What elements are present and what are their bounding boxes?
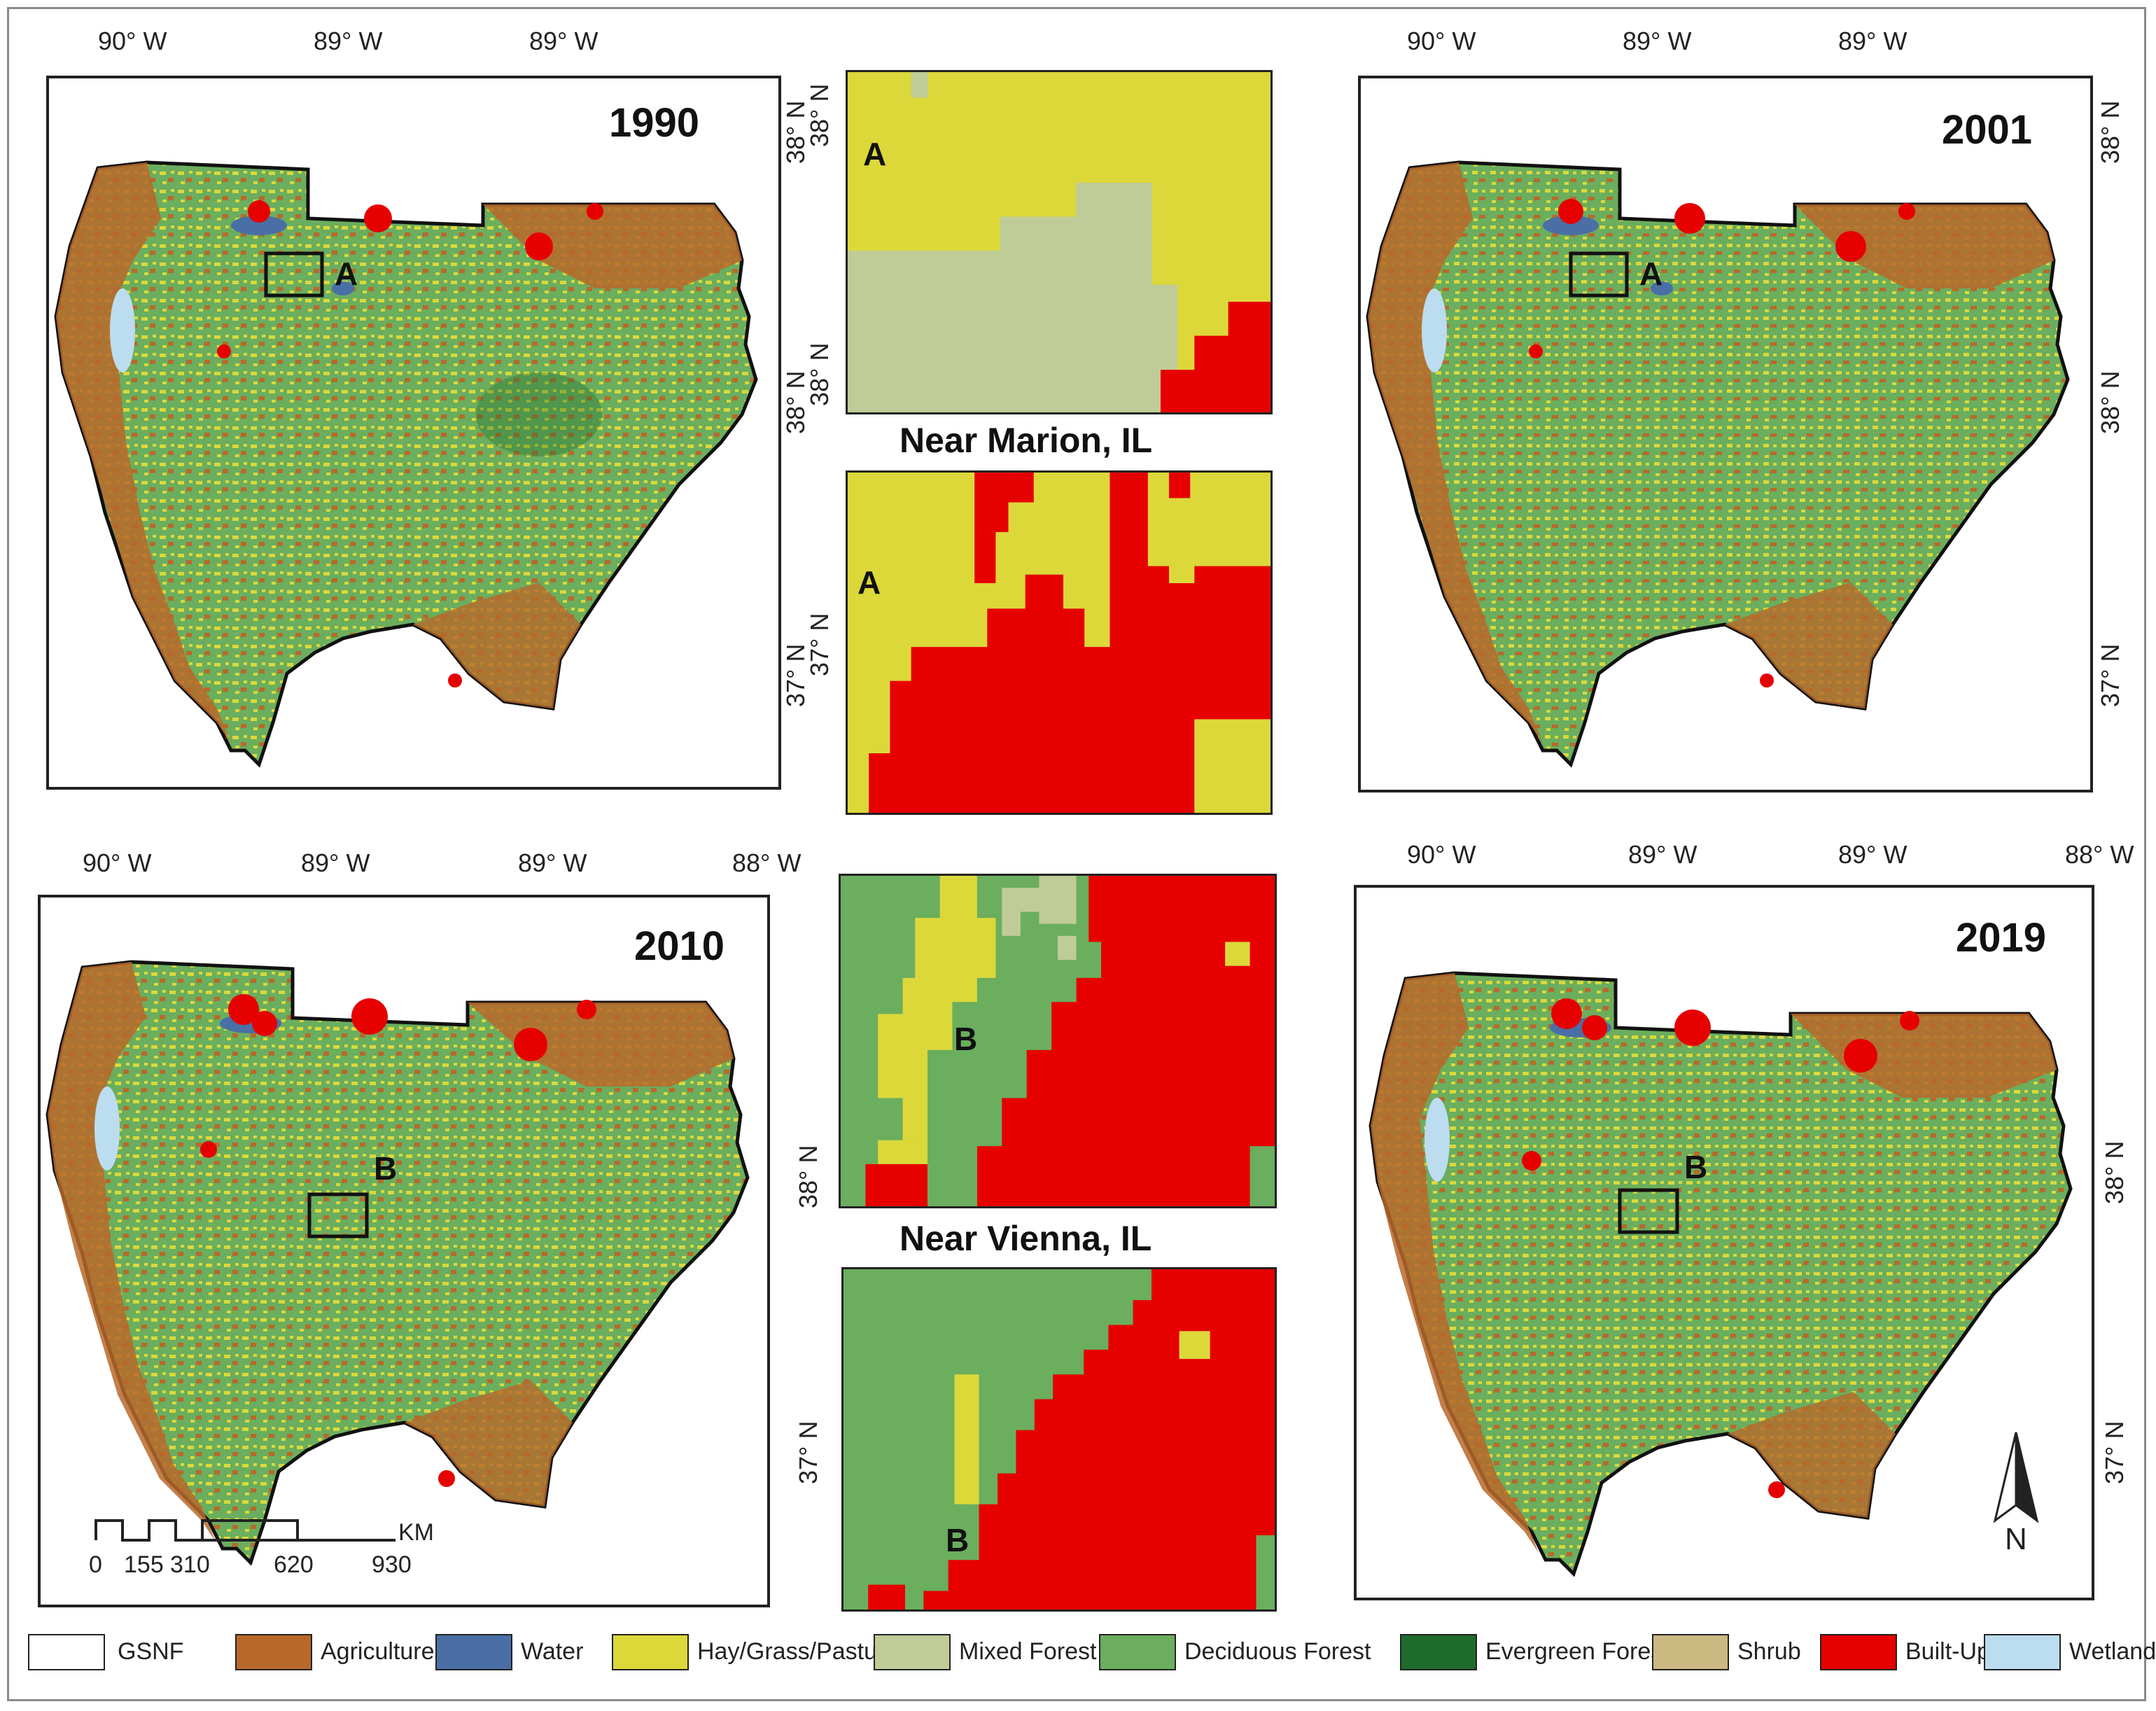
legend-swatch [1652,1634,1729,1670]
tick-lat-2019-1: 38° N [2100,1140,2129,1204]
tick-lat-vienna-2: 37° N [794,1420,822,1484]
box-label-2010: B [374,1150,398,1187]
legend-swatch [235,1634,312,1670]
box-label-2019: B [1684,1149,1708,1185]
inset-box-b-2019 [1618,1188,1679,1234]
tick-lon-2001-3: 89° W [1838,27,1907,55]
map-panel-2001: A 2001 [1358,76,2093,792]
inset-vienna-bottom: B [841,1267,1277,1612]
inset-box-b-2010 [307,1192,369,1238]
scale-label-310: 310 [170,1551,210,1578]
map-2001 [1366,160,2070,768]
inset-marion-top: A [846,70,1273,414]
legend-label: Shrub [1737,1638,1801,1665]
north-label: N [2005,1522,2027,1556]
map-panel-2010: B 2010 [38,895,770,1607]
inset-vienna-top: B [839,874,1277,1208]
legend-label: Wetlands [2069,1638,2156,1665]
year-label-1990: 1990 [609,100,700,146]
tick-lat-marion-1: 38° N [805,83,834,147]
legend-swatch [28,1634,105,1670]
scale-label-0: 0 [89,1551,102,1578]
map-2019 [1368,971,2073,1577]
tick-lon-2019-3: 89° W [1838,840,1907,869]
inset-marion-bottom: A [846,470,1273,815]
tick-lon-2019-2: 89° W [1628,840,1698,869]
legend-label: GSNF [118,1638,184,1665]
legend-label: Deciduous Forest [1184,1638,1371,1665]
year-label-2010: 2010 [634,923,725,969]
map-1990 [54,160,758,768]
tick-lon-2001-2: 89° W [1623,27,1692,55]
tick-lat-marion-2: 38° N [805,342,834,406]
tick-lon-1990-2: 89° W [314,27,383,55]
legend-label: Mixed Forest [959,1638,1097,1665]
legend-swatch [435,1634,512,1670]
scale-label-620: 620 [274,1551,314,1578]
legend-swatch [1400,1634,1477,1670]
map-panel-1990: A 1990 [46,76,781,790]
map-panel-2019: B 2019 [1354,885,2094,1600]
scale-label-930: 930 [372,1551,412,1578]
tick-lon-2001-1: 90° W [1407,27,1476,55]
north-arrow: N [1988,1428,2044,1561]
tick-lon-2019-1: 90° W [1407,840,1476,869]
tick-lat-2001-1: 38° N [2096,100,2124,164]
tick-lon-2010-3: 89° W [518,848,587,877]
tick-lat-2019-2: 37° N [2100,1420,2129,1484]
tick-lon-1990-3: 89° W [529,27,598,55]
tick-lon-2010-4: 88° W [732,848,802,877]
inset-letter-vienna-bottom: B [946,1522,969,1558]
tick-lat-marion-3: 37° N [805,613,834,676]
inset-box-a-2001 [1569,251,1629,298]
box-label-1990: A [335,256,358,292]
map-2010 [46,960,750,1566]
scale-bar: 0 155 310 620 930 KM [88,1512,451,1589]
figure-frame [7,7,2146,1701]
inset-box-a-1990 [264,251,324,298]
legend-label: Agriculture [321,1638,435,1665]
legend-swatch [1984,1634,2061,1670]
tick-lat-vienna-1: 38° N [794,1145,822,1208]
inset-letter-vienna-top: B [954,1021,978,1057]
inset-title-vienna: Near Vienna, IL [899,1219,1152,1258]
legend-swatch [874,1634,951,1670]
tick-lon-2010-2: 89° W [301,848,370,877]
tick-lat-2001-3: 37° N [2096,643,2124,707]
scale-label-155: 155 [124,1551,164,1578]
legend-label: Hay/Grass/Pasture [697,1638,899,1665]
tick-lon-2010-1: 90° W [83,848,152,877]
inset-letter-marion-top: A [863,136,887,172]
legend-swatch [1099,1634,1176,1670]
legend: GSNF Agriculture Water Hay/Grass/Pasture Mix… [28,1631,2156,1680]
tick-lon-1990-1: 90° W [98,27,167,55]
year-label-2019: 2019 [1956,915,2047,961]
legend-swatch [612,1634,689,1670]
legend-label: Evergreen Forest [1485,1638,1670,1665]
inset-title-marion: Near Marion, IL [899,421,1153,460]
box-label-2001: A [1639,256,1663,292]
tick-lat-2001-2: 38° N [2096,370,2124,434]
legend-label: Built-Up [1905,1638,1990,1665]
inset-letter-marion-bottom: A [858,564,881,601]
year-label-2001: 2001 [1942,107,2033,153]
north-arrow-icon [1993,1432,2039,1523]
legend-label: Water [521,1638,584,1665]
tick-lon-2019-4: 88° W [2065,840,2134,869]
scale-unit: KM [398,1519,434,1546]
legend-swatch [1820,1634,1897,1670]
